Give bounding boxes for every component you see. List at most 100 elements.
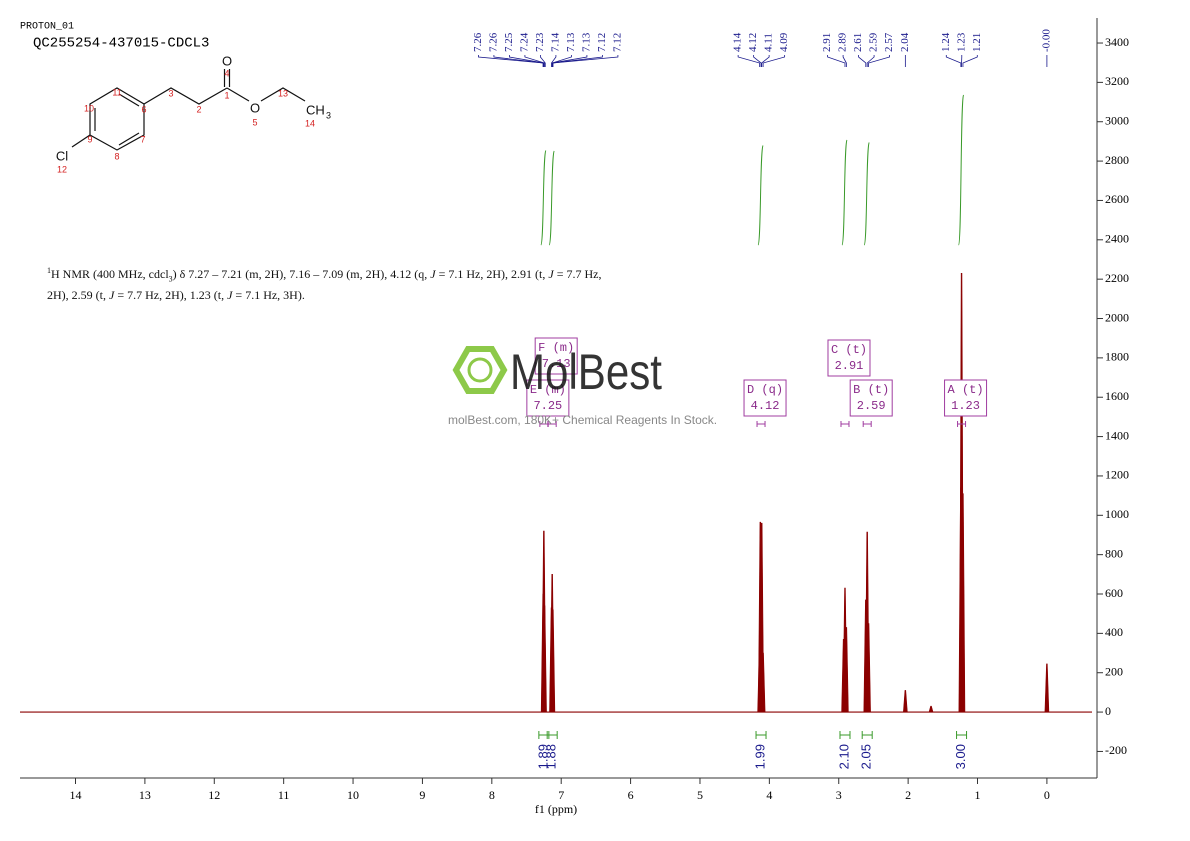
bond — [143, 87, 228, 105]
peak-label: 2.61 — [852, 33, 864, 52]
multiplet-shift: 2.59 — [857, 399, 886, 413]
multiplet-shift: 4.12 — [751, 399, 780, 413]
integral-range — [546, 731, 558, 739]
atom-number: 12 — [57, 164, 67, 174]
multiplet-label: D (q) — [747, 383, 783, 397]
atom-label: O — [222, 53, 232, 68]
multiplet-range — [862, 421, 872, 427]
integral-range — [956, 731, 968, 739]
y-tick-label: -200 — [1105, 743, 1127, 757]
description-part: J — [430, 267, 436, 281]
description-part: ) δ 7.27 – 7.21 (m, 2H), 7.16 – 7.09 (m,… — [172, 267, 431, 281]
peak-label: 2.89 — [837, 32, 849, 52]
peak-label: 7.23 — [534, 32, 546, 52]
bond — [71, 134, 91, 148]
peak-label-connector — [540, 55, 546, 67]
integral-label: 1.89 — [535, 744, 550, 769]
peak-label-connector — [552, 55, 619, 67]
peak — [903, 690, 908, 713]
peak-label-connector — [842, 55, 847, 67]
peak-label: 2.59 — [868, 32, 880, 52]
description-part: = 7.1 Hz, 3H). — [232, 288, 305, 303]
x-tick-label: 10 — [347, 788, 359, 802]
y-tick-label: 1000 — [1105, 507, 1129, 521]
peak-label: 1.24 — [940, 32, 952, 52]
peak-label: 4.12 — [747, 33, 759, 52]
atom-label: O — [250, 100, 260, 115]
peak-label-connector — [962, 55, 978, 67]
peak-label-connector — [737, 55, 761, 67]
atom-label: 3 — [326, 110, 331, 120]
peak-label-connector — [753, 55, 762, 67]
peak-label-connector — [866, 55, 875, 67]
logo-hexagon — [452, 346, 508, 394]
multiplet-box — [827, 339, 871, 377]
peak — [550, 609, 556, 713]
integral-curve — [540, 150, 547, 246]
peak — [960, 493, 966, 713]
peak — [928, 705, 934, 713]
multiplet-label: E (m) — [530, 383, 566, 397]
description-part: 3 — [168, 274, 173, 284]
y-tick-label: 3000 — [1105, 113, 1129, 127]
x-tick-label: 3 — [836, 788, 842, 802]
peak-label: 7.25 — [503, 32, 515, 52]
x-tick-label: 7 — [558, 788, 564, 802]
multiplet-box — [743, 379, 787, 417]
x-tick-label: 9 — [419, 788, 425, 802]
bond — [118, 132, 140, 146]
peak-label: 7.26 — [472, 32, 484, 52]
atom-number: 3 — [168, 88, 173, 98]
atom-number: 10 — [84, 103, 94, 113]
peak-label: 2.91 — [821, 33, 833, 52]
y-tick-label: 1600 — [1105, 389, 1129, 403]
multiplet-shift: 7.25 — [533, 399, 562, 413]
x-tick-label: 13 — [139, 788, 151, 802]
watermark-text: molBest.com, 180K+ Chemical Reagents In … — [448, 413, 717, 427]
spectrum-title: PROTON_01 — [20, 22, 74, 33]
integral-label: 1.99 — [752, 744, 767, 769]
sample-id: QC255254-437015-CDCL3 — [33, 36, 209, 52]
peak-label: 7.12 — [611, 33, 623, 52]
description-part: J — [109, 288, 115, 303]
peak-label-connector — [551, 55, 588, 67]
peak — [760, 652, 766, 713]
y-tick-label: 2800 — [1105, 153, 1129, 167]
peak — [1044, 663, 1050, 713]
peak-label-connector — [858, 55, 867, 67]
atom-number: 1 — [224, 90, 229, 100]
y-tick-label: 2200 — [1105, 271, 1129, 285]
peak-label-connector — [827, 55, 846, 67]
structure — [71, 69, 306, 151]
multiplet-range — [539, 421, 549, 427]
peak-label: 4.14 — [732, 32, 744, 52]
peak-label: 7.24 — [518, 32, 530, 52]
logo-ring — [467, 357, 493, 383]
atom-number: 6 — [141, 104, 146, 114]
description: 1H NMR (400 MHz, cdcl3) δ 7.27 – 7.21 (m… — [47, 262, 607, 304]
y-tick-label: 2400 — [1105, 232, 1129, 246]
peak-label-connector — [551, 55, 557, 67]
y-tick-label: 1200 — [1105, 468, 1129, 482]
atom-number: 13 — [278, 88, 288, 98]
multiplet-box — [849, 379, 893, 417]
description-part: = 7.7 Hz, 2H), 1.23 (t, — [114, 288, 228, 303]
peak-label: 7.13 — [565, 32, 577, 52]
atom-number: 5 — [252, 117, 257, 127]
atom-number: 7 — [140, 134, 145, 144]
y-tick-label: 600 — [1105, 586, 1123, 600]
multiplet-box — [534, 337, 578, 375]
integral-curve — [757, 145, 764, 246]
integral-label: 2.05 — [859, 744, 874, 769]
y-tick-label: 400 — [1105, 625, 1123, 639]
peak-label-connector — [509, 55, 545, 67]
logo-text: MolBest — [510, 344, 662, 400]
atom-label: CH — [306, 102, 325, 117]
bond — [118, 93, 140, 107]
peak-label: 2.57 — [883, 32, 895, 52]
multiplet-range — [840, 421, 850, 427]
x-tick-label: 1 — [975, 788, 981, 802]
peak — [844, 627, 849, 713]
x-tick-label: 5 — [697, 788, 703, 802]
